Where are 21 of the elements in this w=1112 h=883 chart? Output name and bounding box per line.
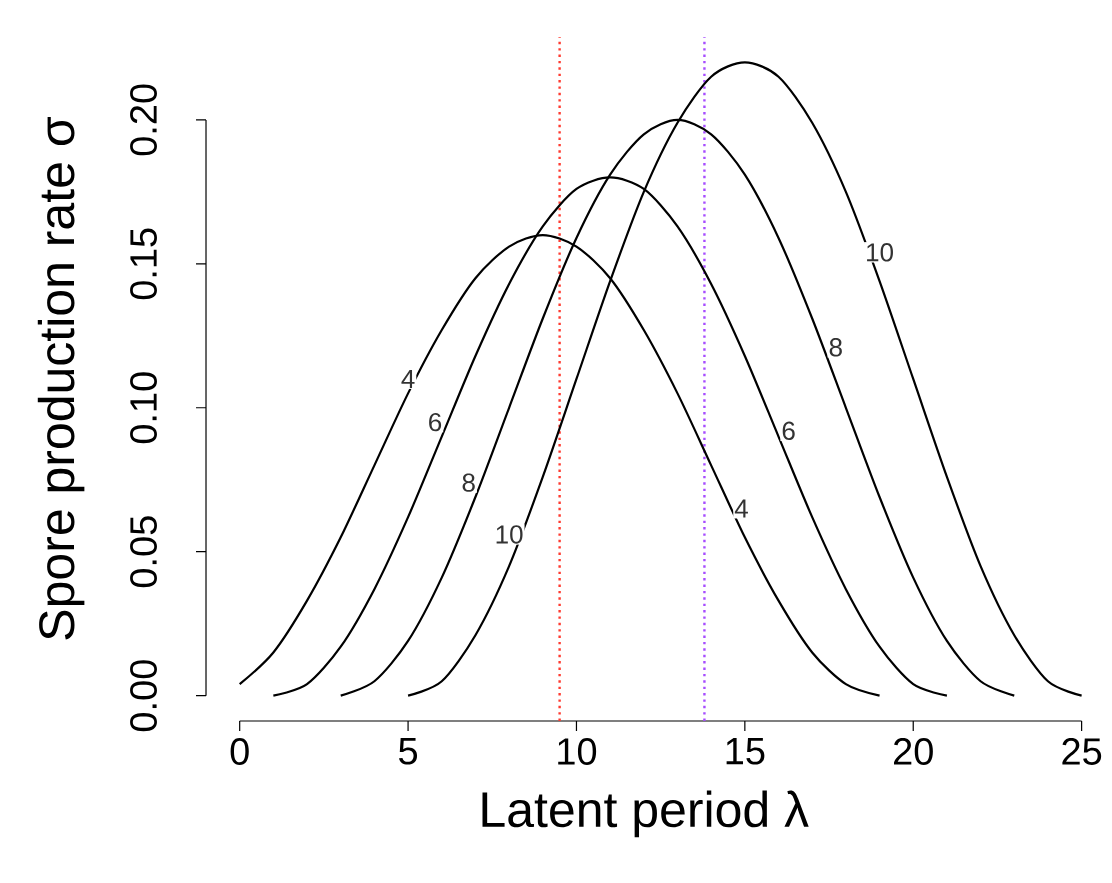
x-tick-label: 25	[1062, 738, 1102, 765]
y-tick-label: 0.10	[130, 372, 157, 444]
annotation: 10	[496, 525, 523, 544]
x-tick-label: 15	[726, 738, 765, 765]
y-tick-label: 0.00	[130, 660, 157, 732]
x-tick-label: 10	[558, 738, 597, 765]
annotation: 8	[829, 338, 842, 357]
annotation: 8	[462, 473, 475, 492]
x-axis-title: Latent period λ	[482, 790, 809, 838]
x-tick-label: 20	[894, 738, 933, 765]
annotation: 4	[734, 499, 748, 518]
y-tick-label: 0.05	[130, 516, 157, 588]
y-tick-label: 0.20	[130, 84, 157, 156]
annotation: 6	[429, 412, 442, 432]
y-tick-label: 0.15	[130, 228, 157, 300]
x-tick-label: 5	[399, 738, 418, 765]
y-axis-title: Spore production rate σ	[37, 117, 85, 640]
annotation: 4	[401, 370, 415, 388]
annotation: 6	[782, 421, 795, 440]
x-tick-label: 0	[230, 738, 249, 765]
annotation: 10	[867, 243, 893, 262]
